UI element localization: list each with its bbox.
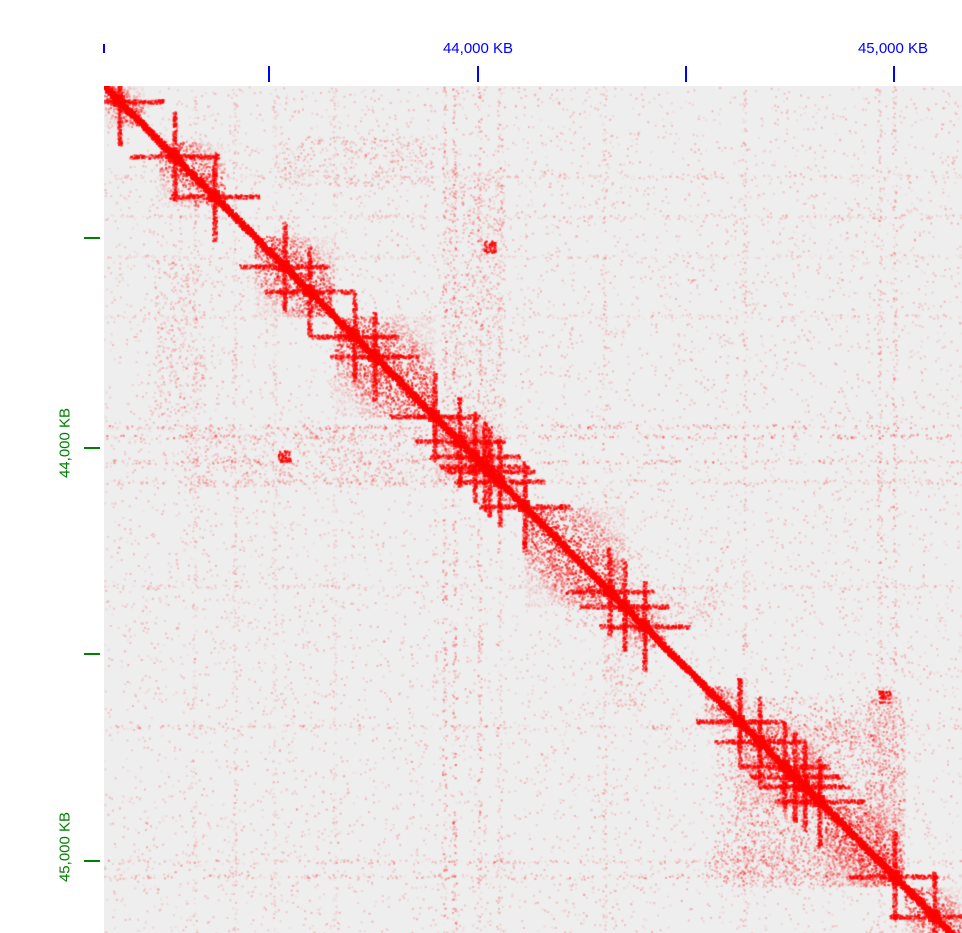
x-axis-tick <box>685 66 687 82</box>
x-axis-label-44000: 44,000 KB <box>442 40 514 57</box>
x-axis-label-45000: 45,000 KB <box>857 40 929 57</box>
x-axis-ruler[interactable]: 44,000 KB 45,000 KB <box>0 0 962 86</box>
x-axis-tick-44000 <box>477 66 479 82</box>
x-axis-tick <box>268 66 270 82</box>
x-ruler-edge-mark <box>103 44 105 53</box>
y-axis-tick <box>84 653 100 655</box>
y-axis-label-44000: 44,000 KB <box>56 407 74 479</box>
y-axis-tick <box>84 237 100 239</box>
y-axis-label-45000: 45,000 KB <box>56 811 74 883</box>
y-axis-tick-44000 <box>84 447 100 449</box>
y-axis-ruler[interactable]: 44,000 KB 45,000 KB <box>0 86 104 933</box>
x-axis-tick-45000 <box>893 66 895 82</box>
contact-map-heatmap[interactable] <box>104 86 962 933</box>
contact-map-canvas[interactable] <box>104 86 962 933</box>
y-axis-tick-45000 <box>84 860 100 862</box>
